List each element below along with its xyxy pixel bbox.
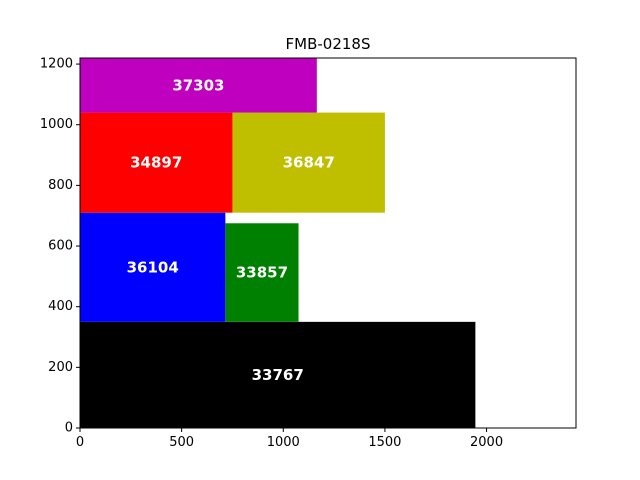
rectangle-36847 bbox=[232, 112, 385, 213]
chart-title: FMB-0218S bbox=[286, 35, 371, 53]
y-tick-label: 600 bbox=[48, 239, 73, 254]
rectangle-labels-group: 33767 36104 33857 34897 36847 37303 bbox=[127, 76, 335, 384]
rectangle-label-36104: 36104 bbox=[127, 258, 179, 276]
x-tick-label: 1500 bbox=[368, 435, 401, 450]
plot-frame bbox=[79, 57, 577, 429]
x-tick-label: 500 bbox=[169, 435, 194, 450]
y-tick-label: 400 bbox=[48, 299, 73, 314]
x-tick-label: 2000 bbox=[470, 435, 503, 450]
rectangle-34897 bbox=[80, 112, 233, 213]
rectangle-label-33767: 33767 bbox=[252, 366, 304, 384]
x-axis: 0 500 1000 1500 2000 bbox=[76, 428, 503, 450]
rectangles-group bbox=[80, 58, 476, 428]
y-tick-label: 1000 bbox=[40, 117, 73, 132]
rectangle-37303 bbox=[80, 58, 317, 113]
rectangle-label-33857: 33857 bbox=[236, 264, 288, 282]
y-tick-label: 0 bbox=[65, 421, 73, 436]
x-tick-label: 0 bbox=[76, 435, 84, 450]
rectangle-label-36847: 36847 bbox=[283, 154, 335, 172]
y-axis: 0 200 400 600 800 1000 1200 bbox=[40, 57, 80, 436]
rectangle-36104 bbox=[80, 212, 226, 322]
rectangle-label-37303: 37303 bbox=[172, 76, 224, 94]
rectangle-33857 bbox=[225, 223, 299, 322]
y-tick-label: 800 bbox=[48, 178, 73, 193]
rectangle-33767 bbox=[80, 321, 476, 428]
y-tick-label: 200 bbox=[48, 360, 73, 375]
y-tick-label: 1200 bbox=[40, 57, 73, 72]
x-tick-label: 1000 bbox=[267, 435, 300, 450]
rectangle-label-34897: 34897 bbox=[130, 154, 182, 172]
